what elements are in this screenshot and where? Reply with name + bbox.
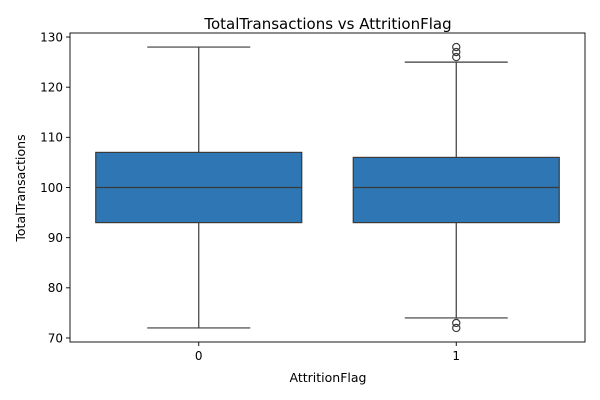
y-tick-label: 70 — [48, 331, 63, 345]
outlier-point — [452, 52, 461, 62]
plot-boxes — [95, 42, 560, 333]
box-group — [95, 46, 303, 329]
y-axis: 70 80 90 100 110 120 130 — [40, 30, 70, 345]
box-group — [352, 42, 560, 333]
y-tick-label: 110 — [40, 131, 63, 145]
plot-frame — [69, 32, 586, 343]
y-tick-label: 80 — [48, 281, 63, 295]
x-tick-label: 0 — [195, 349, 203, 363]
chart-title: TotalTransactions vs AttritionFlag — [203, 15, 451, 33]
y-tick-label: 130 — [40, 30, 63, 44]
y-tick-label: 90 — [48, 231, 63, 245]
outlier-point — [452, 323, 461, 333]
iqr-box — [352, 156, 560, 224]
x-tick-label: 1 — [452, 349, 460, 363]
y-axis-title: TotalTransactions — [13, 134, 28, 242]
y-tick-label: 120 — [40, 80, 63, 94]
outlier-point — [452, 47, 461, 57]
x-axis-title: AttritionFlag — [290, 370, 367, 385]
y-tick-label: 100 — [40, 181, 63, 195]
outlier-point — [452, 318, 461, 328]
outlier-point — [452, 42, 461, 52]
